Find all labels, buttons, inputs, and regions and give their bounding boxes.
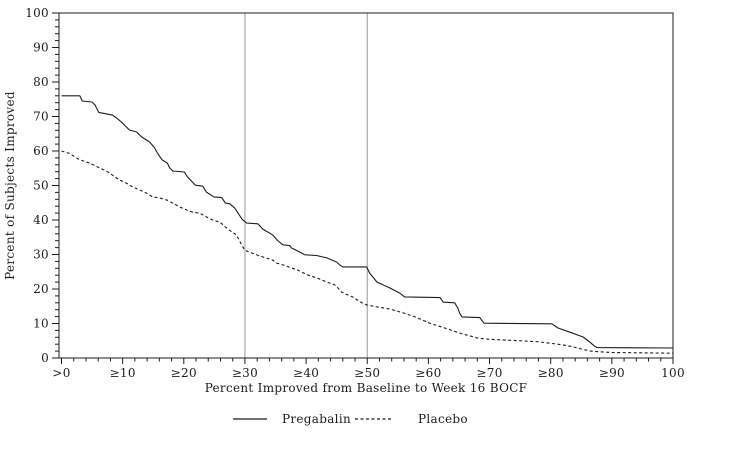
y-tick-label: 60 <box>33 144 49 158</box>
x-tick-label: ≥90 <box>599 366 625 380</box>
y-tick-label: 0 <box>41 351 49 365</box>
y-tick-label: 20 <box>33 282 49 296</box>
x-tick-label: >0 <box>52 366 70 380</box>
y-tick-label: 80 <box>33 75 49 89</box>
x-tick-label: ≥20 <box>171 366 197 380</box>
legend-label-placebo: Placebo <box>418 412 468 426</box>
x-tick-label: ≥80 <box>538 366 564 380</box>
pregabalin-line <box>61 95 674 349</box>
legend-label-pregabalin: Pregabalin <box>282 412 351 426</box>
y-tick-label: 100 <box>25 6 49 20</box>
y-tick-label: 70 <box>33 110 49 124</box>
x-tick-label: ≥40 <box>293 366 319 380</box>
y-axis-title: Percent of Subjects Improved <box>3 91 17 280</box>
x-tick-label: 100 <box>661 366 685 380</box>
y-tick-label: 30 <box>33 248 49 262</box>
x-tick-label: ≥30 <box>232 366 258 380</box>
x-tick-label: ≥10 <box>110 366 136 380</box>
y-tick-label: 50 <box>33 179 49 193</box>
x-tick-label: ≥50 <box>354 366 380 380</box>
y-tick-label: 10 <box>33 317 49 331</box>
y-tick-label: 40 <box>33 213 49 227</box>
x-tick-label: ≥70 <box>476 366 502 380</box>
x-tick-label: ≥60 <box>415 366 441 380</box>
y-tick-label: 90 <box>33 41 49 55</box>
placebo-line <box>61 150 674 354</box>
x-axis-title: Percent Improved from Baseline to Week 1… <box>205 381 528 395</box>
